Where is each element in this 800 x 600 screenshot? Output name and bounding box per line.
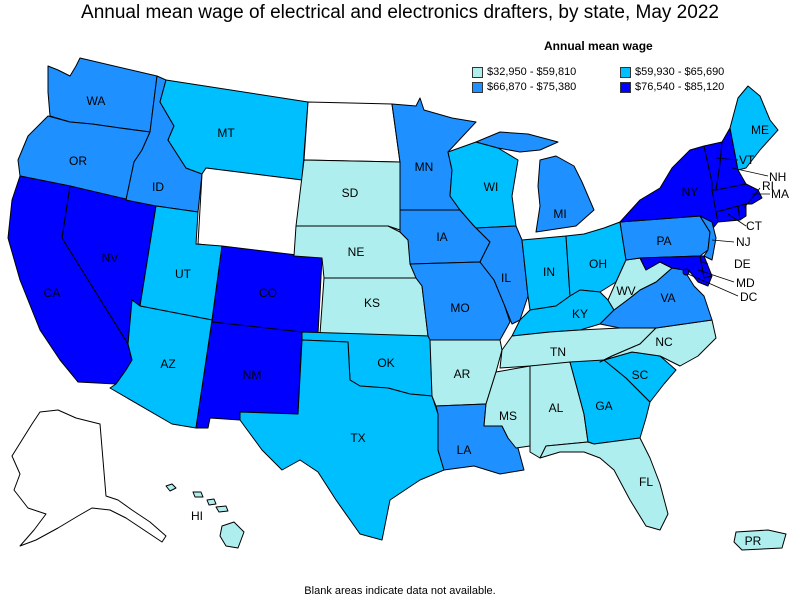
legend-item-tier-2: $66,870 - $75,380	[472, 81, 576, 93]
label-DE: DE	[734, 257, 751, 271]
label-MA: MA	[771, 187, 789, 201]
state-FL	[539, 437, 669, 531]
state-WY	[197, 167, 303, 257]
state-DC	[682, 268, 690, 276]
label-WV: WV	[616, 284, 635, 298]
footnote: Blank areas indicate data not available.	[304, 585, 496, 597]
label-MS: MS	[499, 409, 517, 423]
label-MO: MO	[450, 301, 469, 315]
label-AR: AR	[454, 367, 471, 381]
label-VA: VA	[660, 291, 675, 305]
label-MD: MD	[736, 276, 755, 290]
leader-line-dc	[687, 273, 739, 297]
label-CT: CT	[746, 219, 763, 233]
label-IL: IL	[501, 271, 511, 285]
label-OR: OR	[69, 154, 87, 168]
leader-line-md	[697, 269, 735, 283]
label-SC: SC	[632, 368, 649, 382]
legend-swatch-tier-2	[472, 81, 483, 93]
legend-swatch-tier-1	[620, 66, 631, 78]
label-NJ: NJ	[736, 235, 751, 249]
label-OH: OH	[589, 257, 607, 271]
label-KY: KY	[572, 307, 588, 321]
legend-title: Annual mean wage	[544, 39, 653, 53]
label-TN: TN	[550, 345, 566, 359]
leader-line-vt	[715, 157, 739, 161]
label-NH: NH	[769, 170, 786, 184]
label-NV: NV	[102, 251, 119, 265]
legend-swatch-tier-0	[472, 66, 483, 78]
label-OK: OK	[377, 356, 394, 370]
leader-line-nh	[731, 167, 769, 177]
legend-label-tier-3: $76,540 - $85,120	[635, 81, 725, 93]
label-MN: MN	[415, 160, 434, 174]
label-DC: DC	[740, 290, 758, 304]
legend-item-tier-1: $59,930 - $65,690	[620, 66, 724, 78]
label-NE: NE	[348, 245, 365, 259]
map-title: Annual mean wage of electrical and elect…	[81, 2, 719, 23]
label-GA: GA	[595, 399, 612, 413]
label-MI: MI	[553, 207, 566, 221]
state-NJ	[699, 215, 717, 261]
label-FL: FL	[639, 475, 653, 489]
label-NY: NY	[682, 185, 699, 199]
label-ME: ME	[751, 123, 769, 137]
legend-item-tier-0: $32,950 - $59,810	[472, 66, 576, 78]
label-TX: TX	[350, 431, 365, 445]
legend-label-tier-1: $59,930 - $65,690	[635, 66, 725, 78]
label-LA: LA	[457, 443, 472, 457]
leader-line-nj	[711, 239, 735, 243]
label-PA: PA	[656, 234, 671, 248]
label-VT: VT	[739, 153, 755, 167]
leader-line-ct	[727, 213, 747, 227]
label-RI: RI	[762, 179, 774, 193]
state-MA	[711, 183, 763, 213]
label-UT: UT	[175, 267, 192, 281]
label-WI: WI	[484, 180, 499, 194]
label-AZ: AZ	[160, 357, 175, 371]
label-SD: SD	[342, 186, 359, 200]
label-HI: HI	[191, 509, 203, 523]
state-HI	[165, 483, 245, 549]
label-KS: KS	[364, 296, 380, 310]
label-IN: IN	[543, 265, 555, 279]
state-AK	[11, 409, 167, 547]
label-IA: IA	[436, 230, 447, 244]
leader-line-ri	[743, 187, 761, 209]
state-MI	[475, 131, 595, 233]
state-NC	[599, 319, 717, 367]
label-NM: NM	[243, 368, 262, 382]
state-IL	[475, 225, 529, 325]
legend-label-tier-2: $66,870 - $75,380	[487, 81, 577, 93]
state-TX	[239, 339, 445, 541]
legend-item-tier-3: $76,540 - $85,120	[620, 81, 724, 93]
state-ND	[303, 101, 401, 163]
label-MT: MT	[217, 126, 235, 140]
leader-line-de	[701, 261, 709, 265]
label-AL: AL	[549, 401, 564, 415]
label-CO: CO	[259, 286, 277, 300]
legend-label-tier-0: $32,950 - $59,810	[487, 66, 577, 78]
label-PR: PR	[745, 534, 762, 548]
label-NC: NC	[655, 335, 673, 349]
label-ID: ID	[152, 180, 164, 194]
legend-swatch-tier-3	[620, 81, 631, 93]
state-ME	[729, 85, 779, 171]
label-CA: CA	[44, 286, 61, 300]
label-WA: WA	[87, 94, 106, 108]
state-SD	[295, 159, 401, 231]
state-PR	[733, 529, 787, 551]
